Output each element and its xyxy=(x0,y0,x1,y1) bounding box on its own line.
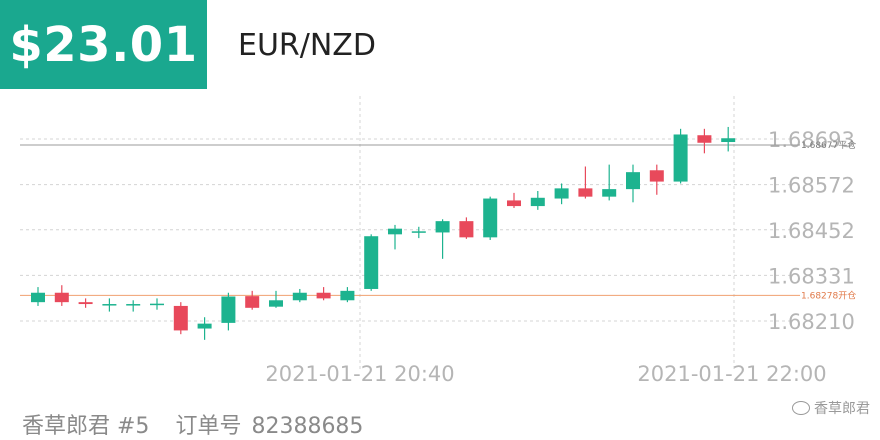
candle-body xyxy=(221,296,236,323)
footer: 香草郎君 #5 订单号 82388685 xyxy=(22,408,389,440)
candle-body xyxy=(31,292,45,303)
candle-body xyxy=(554,188,569,199)
candle-body xyxy=(602,189,617,197)
candle-body xyxy=(673,134,688,182)
candle-body xyxy=(435,221,450,233)
order-label: 订单号 xyxy=(175,414,242,439)
y-tick-label: 1.68210 xyxy=(768,310,855,334)
chat-bubble-icon xyxy=(792,401,810,415)
y-tick-label: 1.68572 xyxy=(768,174,855,198)
currency-pair-label: EUR/NZD xyxy=(238,28,376,63)
candle-body xyxy=(459,221,474,238)
candle-body xyxy=(649,170,664,182)
candle-body xyxy=(292,292,307,301)
y-tick-label: 1.68331 xyxy=(768,264,855,288)
candle-body xyxy=(411,231,426,233)
candle-body xyxy=(316,292,331,299)
candle-body xyxy=(626,172,640,190)
watermark-text: 香草郎君 xyxy=(814,401,870,417)
open-price-label: 1.68278开仓 xyxy=(801,289,856,301)
x-tick-label: 2021-01-21 22:00 xyxy=(637,362,826,386)
price-badge: $23.01 xyxy=(0,0,207,89)
candle-body xyxy=(483,198,498,238)
order-number: 82388685 xyxy=(251,414,364,439)
candle-body xyxy=(578,188,593,197)
candle-body xyxy=(197,323,212,329)
y-tick-label: 1.68452 xyxy=(768,219,855,243)
candle-body xyxy=(269,300,283,307)
candle-body xyxy=(507,200,521,207)
close-price-label: 1.68677平仓 xyxy=(801,139,856,151)
candle-body xyxy=(245,296,260,308)
candle-body xyxy=(340,290,355,301)
candle-body xyxy=(78,302,93,305)
candle-body xyxy=(126,304,141,306)
y-tick-label: 1.68693 xyxy=(768,128,855,152)
candle-body xyxy=(697,135,712,143)
candle-body xyxy=(102,304,117,306)
footer-user: 香草郎君 #5 xyxy=(22,414,150,439)
candle-body xyxy=(54,292,69,303)
candle-body xyxy=(721,138,736,143)
x-tick-label: 2021-01-21 20:40 xyxy=(265,362,454,386)
watermark: 香草郎君 xyxy=(792,398,870,418)
candle-body xyxy=(364,236,379,289)
candle-body xyxy=(150,303,164,306)
candle-body xyxy=(530,197,545,207)
price-value: $23.01 xyxy=(9,16,198,73)
candle-body xyxy=(173,305,188,331)
candle-body xyxy=(388,228,402,235)
